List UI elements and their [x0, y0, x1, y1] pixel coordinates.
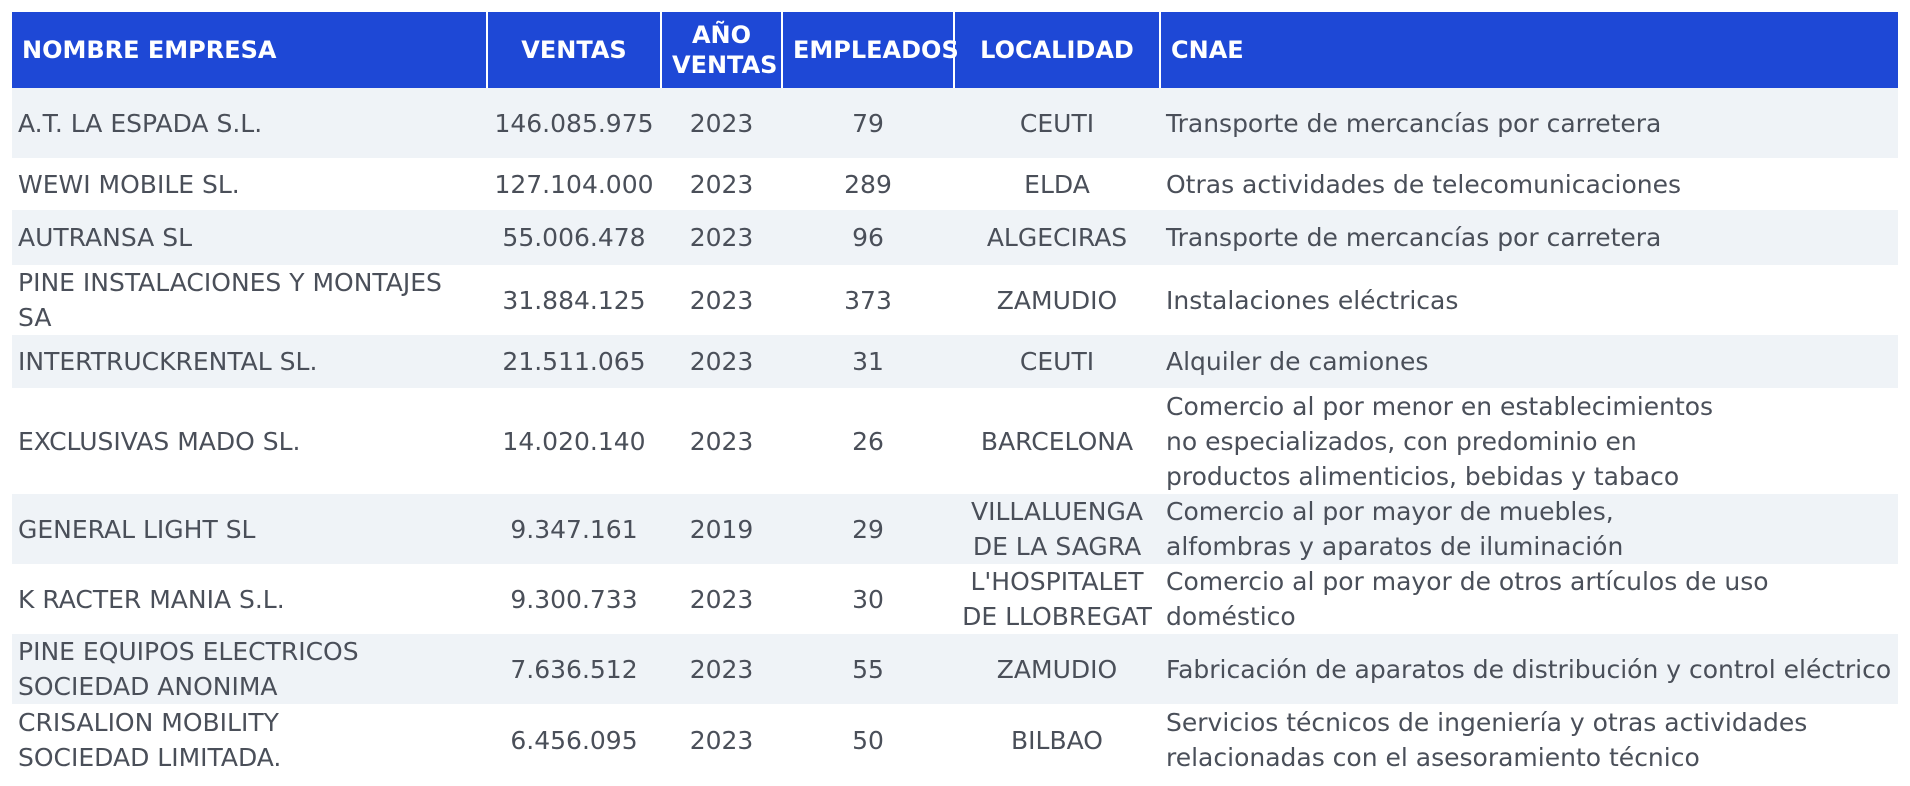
cell-sales: 55.006.478 — [487, 210, 661, 265]
cell-year: 2023 — [661, 634, 782, 704]
cell-cnae: Comercio al por mayor de otros artículos… — [1160, 564, 1898, 634]
cell-employees: 30 — [782, 564, 954, 634]
cell-sales: 146.085.975 — [487, 88, 661, 158]
companies-table: NOMBRE EMPRESA VENTAS AÑO VENTAS EMPLEAD… — [12, 12, 1898, 776]
table-row: CRISALION MOBILITY SOCIEDAD LIMITADA. 6.… — [12, 704, 1898, 776]
table-row: INTERTRUCKRENTAL SL. 21.511.065 2023 31 … — [12, 335, 1898, 388]
cell-location: CEUTI — [954, 335, 1160, 388]
cell-location: ZAMUDIO — [954, 265, 1160, 335]
table-header: NOMBRE EMPRESA VENTAS AÑO VENTAS EMPLEAD… — [12, 12, 1898, 88]
cell-location: VILLALUENGA DE LA SAGRA — [954, 494, 1160, 564]
cell-employees: 373 — [782, 265, 954, 335]
table-row: PINE INSTALACIONES Y MONTAJES SA 31.884.… — [12, 265, 1898, 335]
cell-employees: 31 — [782, 335, 954, 388]
cell-year: 2023 — [661, 335, 782, 388]
cell-cnae: Fabricación de aparatos de distribución … — [1160, 634, 1898, 704]
cell-cnae: Transporte de mercancías por carretera — [1160, 210, 1898, 265]
column-header-company: NOMBRE EMPRESA — [12, 12, 488, 88]
cell-cnae: Servicios técnicos de ingeniería y otras… — [1160, 704, 1898, 776]
cell-year: 2023 — [661, 88, 782, 158]
column-header-year: AÑO VENTAS — [661, 12, 783, 88]
cell-company: PINE EQUIPOS ELECTRICOS SOCIEDAD ANONIMA — [12, 634, 487, 704]
table-body: A.T. LA ESPADA S.L. 146.085.975 2023 79 … — [12, 88, 1898, 776]
table-row: GENERAL LIGHT SL 9.347.161 2019 29 VILLA… — [12, 494, 1898, 564]
cell-location: CEUTI — [954, 88, 1160, 158]
companies-table-container: NOMBRE EMPRESA VENTAS AÑO VENTAS EMPLEAD… — [12, 12, 1898, 776]
cell-cnae: Comercio al por menor en establecimiento… — [1160, 388, 1898, 494]
cell-year: 2023 — [661, 210, 782, 265]
cell-company: WEWI MOBILE SL. — [12, 158, 487, 210]
cell-year: 2023 — [661, 564, 782, 634]
cell-employees: 289 — [782, 158, 954, 210]
header-row: NOMBRE EMPRESA VENTAS AÑO VENTAS EMPLEAD… — [12, 12, 1898, 88]
cell-employees: 79 — [782, 88, 954, 158]
cell-company: AUTRANSA SL — [12, 210, 487, 265]
cell-sales: 9.300.733 — [487, 564, 661, 634]
cell-cnae: Comercio al por mayor de muebles, alfomb… — [1160, 494, 1898, 564]
cell-cnae: Instalaciones eléctricas — [1160, 265, 1898, 335]
cell-cnae: Transporte de mercancías por carretera — [1160, 88, 1898, 158]
cell-sales: 21.511.065 — [487, 335, 661, 388]
cell-company: CRISALION MOBILITY SOCIEDAD LIMITADA. — [12, 704, 487, 776]
table-row: K RACTER MANIA S.L. 9.300.733 2023 30 L'… — [12, 564, 1898, 634]
cell-year: 2019 — [661, 494, 782, 564]
cell-cnae: Alquiler de camiones — [1160, 335, 1898, 388]
cell-location: ELDA — [954, 158, 1160, 210]
cell-location: L'HOSPITALET DE LLOBREGAT — [954, 564, 1160, 634]
cell-sales: 31.884.125 — [487, 265, 661, 335]
cell-company: GENERAL LIGHT SL — [12, 494, 487, 564]
cell-location: ALGECIRAS — [954, 210, 1160, 265]
cell-sales: 9.347.161 — [487, 494, 661, 564]
column-header-location: LOCALIDAD — [954, 12, 1161, 88]
cell-year: 2023 — [661, 388, 782, 494]
cell-employees: 50 — [782, 704, 954, 776]
cell-company: INTERTRUCKRENTAL SL. — [12, 335, 487, 388]
column-header-cnae: CNAE — [1160, 12, 1898, 88]
column-header-sales: VENTAS — [487, 12, 662, 88]
cell-cnae: Otras actividades de telecomunicaciones — [1160, 158, 1898, 210]
cell-location: ZAMUDIO — [954, 634, 1160, 704]
cell-year: 2023 — [661, 265, 782, 335]
cell-year: 2023 — [661, 158, 782, 210]
cell-employees: 96 — [782, 210, 954, 265]
cell-employees: 55 — [782, 634, 954, 704]
table-row: WEWI MOBILE SL. 127.104.000 2023 289 ELD… — [12, 158, 1898, 210]
cell-location: BILBAO — [954, 704, 1160, 776]
cell-company: K RACTER MANIA S.L. — [12, 564, 487, 634]
cell-sales: 127.104.000 — [487, 158, 661, 210]
table-row: PINE EQUIPOS ELECTRICOS SOCIEDAD ANONIMA… — [12, 634, 1898, 704]
cell-sales: 7.636.512 — [487, 634, 661, 704]
table-row: A.T. LA ESPADA S.L. 146.085.975 2023 79 … — [12, 88, 1898, 158]
cell-location: BARCELONA — [954, 388, 1160, 494]
cell-year: 2023 — [661, 704, 782, 776]
cell-company: PINE INSTALACIONES Y MONTAJES SA — [12, 265, 487, 335]
table-row: AUTRANSA SL 55.006.478 2023 96 ALGECIRAS… — [12, 210, 1898, 265]
table-row: EXCLUSIVAS MADO SL. 14.020.140 2023 26 B… — [12, 388, 1898, 494]
cell-sales: 14.020.140 — [487, 388, 661, 494]
cell-company: EXCLUSIVAS MADO SL. — [12, 388, 487, 494]
cell-employees: 29 — [782, 494, 954, 564]
cell-employees: 26 — [782, 388, 954, 494]
column-header-employees: EMPLEADOS — [782, 12, 959, 88]
cell-sales: 6.456.095 — [487, 704, 661, 776]
cell-company: A.T. LA ESPADA S.L. — [12, 88, 487, 158]
